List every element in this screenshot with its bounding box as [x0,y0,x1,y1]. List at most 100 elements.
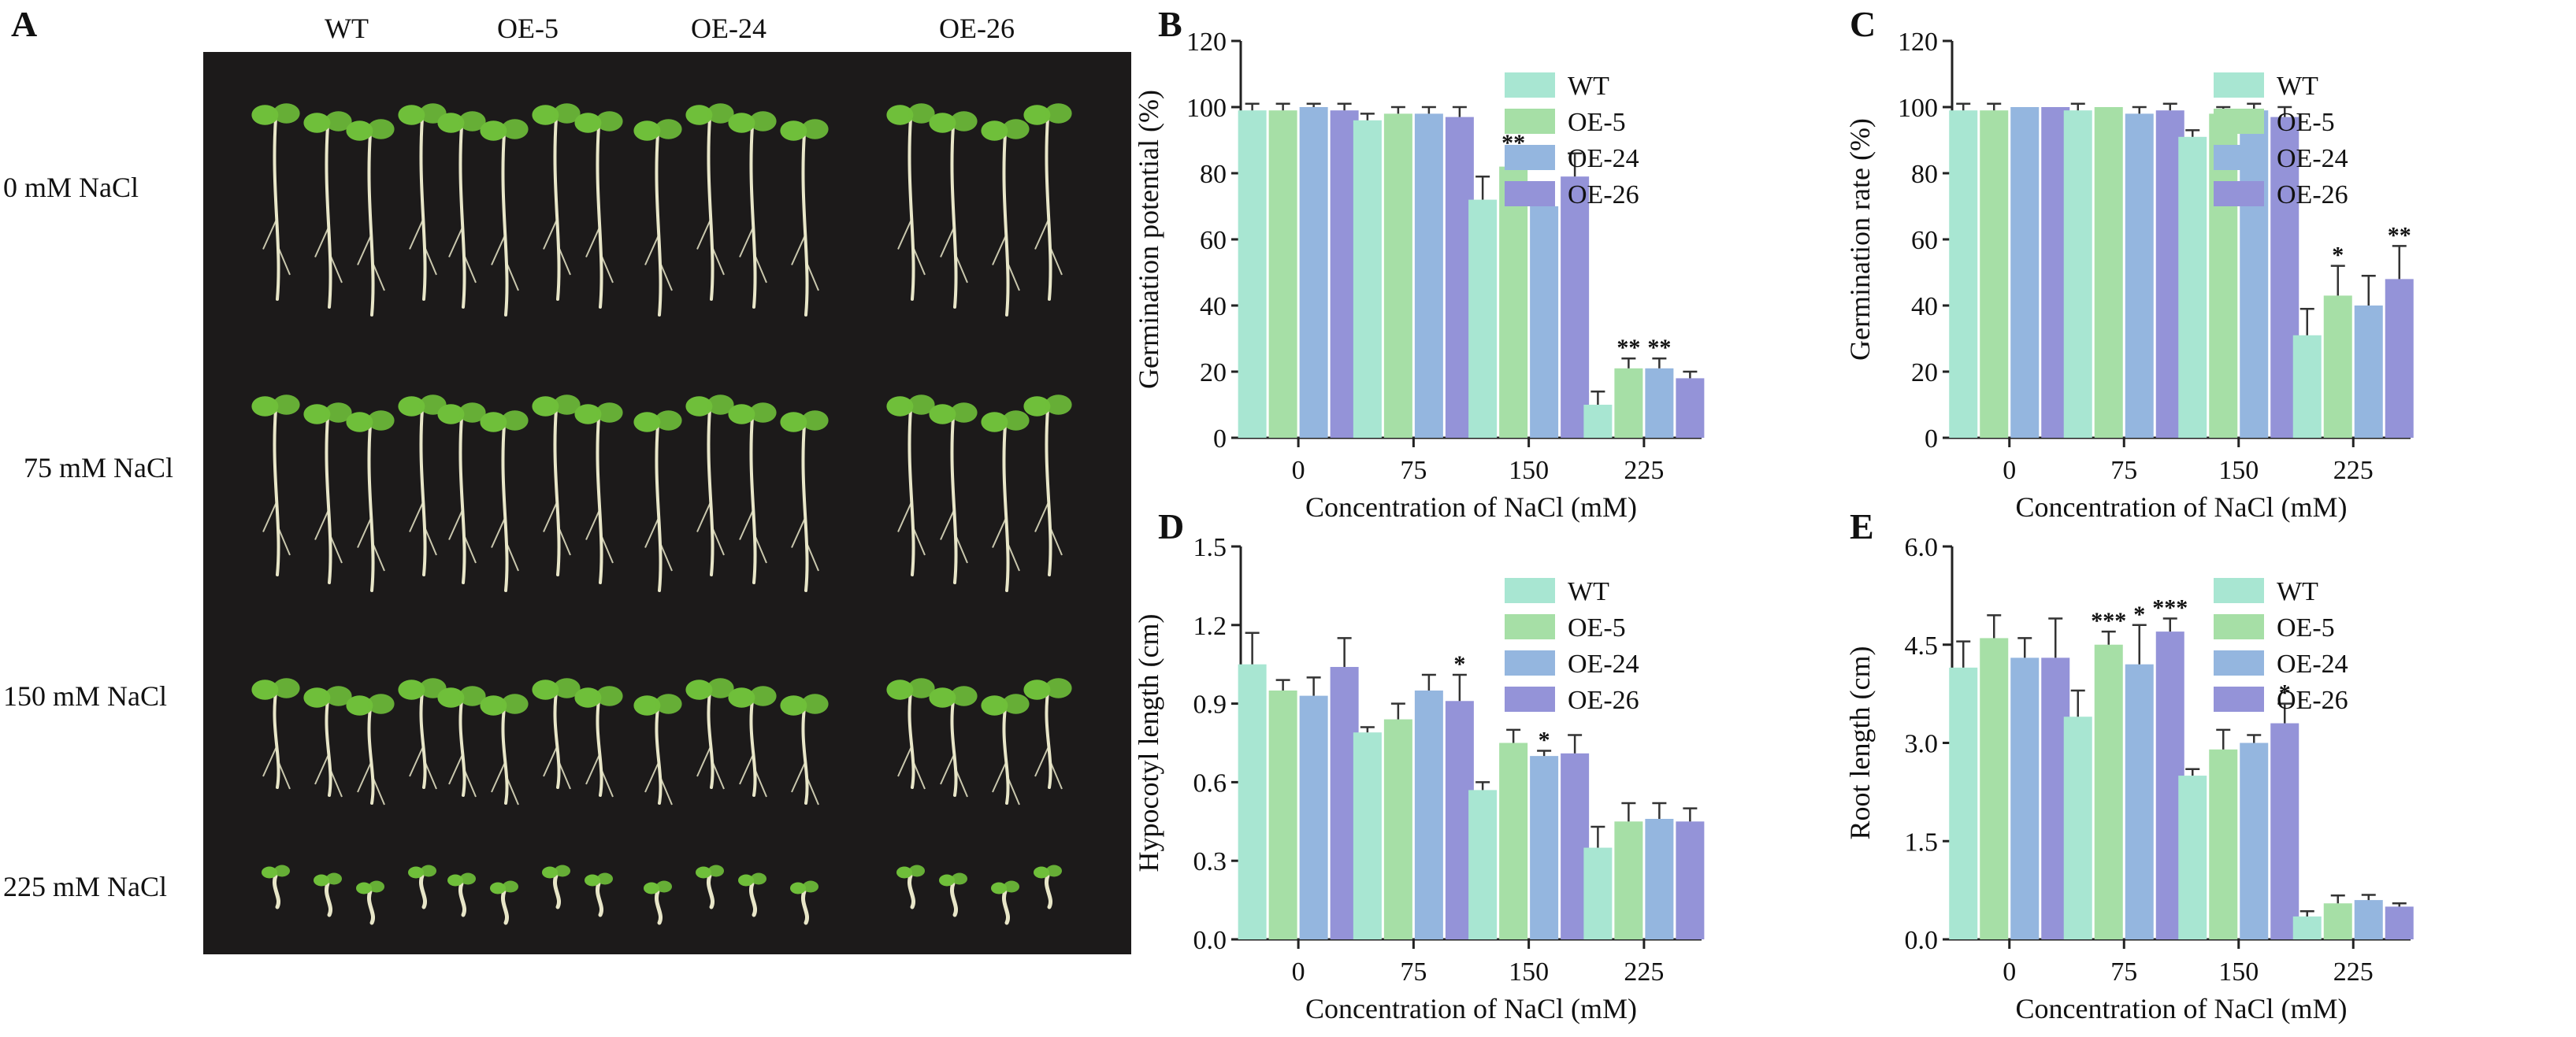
y-tick-label: 100 [1898,94,1938,123]
legend-label: OE-24 [1568,144,1639,173]
bar [1499,166,1528,438]
legend-swatch [1505,109,1555,134]
bar [2240,743,2269,939]
seedling [303,111,352,309]
y-axis-title: Germination rate (%) [1844,118,1876,361]
significance-label: * [2332,243,2344,269]
photo-panel: A WT OE-5 OE-24 OE-26 0 mM NaCl 75 mM Na… [3,4,1131,954]
panel-letter: D [1158,506,1184,546]
x-tick-label: 75 [2110,957,2137,987]
y-axis-title: Root length (cm) [1844,646,1876,840]
seedling [1023,394,1072,576]
significance-label: * [1453,651,1465,677]
seedling [574,402,623,584]
bar [1949,667,1978,939]
bar [2094,107,2123,438]
seedling [780,119,829,317]
bar [1561,176,1590,438]
legend-label: OE-26 [2277,180,2348,209]
legend-label: OE-26 [1568,180,1639,209]
y-tick-label: 120 [1898,28,1938,57]
y-tick-label: 40 [1911,292,1938,321]
seedling [480,694,529,806]
legend-label: WT [2277,577,2318,606]
seedling [346,410,395,592]
seedling [408,865,436,909]
panel-letter-a: A [11,4,37,44]
legend-label: OE-24 [1568,650,1639,679]
x-tick-label: 75 [1400,456,1427,485]
significance-label: * [2133,602,2145,628]
x-tick-label: 0 [1292,957,1305,987]
x-tick-label: 0 [1292,456,1305,485]
seedling [896,865,925,909]
seedling [738,872,766,917]
bar [1468,790,1498,939]
y-axis-title: Germination potential (%) [1133,90,1164,389]
bar [1676,821,1705,939]
bar [1530,206,1559,438]
bar [1299,695,1328,939]
bar [1383,719,1412,939]
seedling-photo-background [203,52,1131,954]
bar [1383,113,1412,438]
seedling [251,394,300,576]
seedling [981,410,1030,592]
seedling [728,111,777,309]
legend-swatch [1505,650,1555,676]
strain-label-wt: WT [325,13,369,44]
bar [1980,110,2009,438]
bar [2209,749,2238,939]
bar [1645,368,1674,438]
legend-label: OE-24 [2277,144,2348,173]
seedling [262,865,290,909]
seedling [981,119,1030,317]
seedling [542,865,570,909]
seedling [929,111,978,309]
bar [1299,107,1328,438]
bar [2354,900,2383,939]
legend-swatch [2214,578,2264,603]
seedling [303,686,352,798]
x-tick-label: 0 [2003,456,2016,485]
bar [1583,405,1613,438]
x-tick-label: 75 [2110,456,2137,485]
legend-swatch [1505,181,1555,206]
x-tick-label: 150 [1509,957,1549,987]
x-tick-label: 150 [2218,456,2259,485]
bar [2385,279,2414,438]
condition-label-75mm: 75 mM NaCl [24,452,173,483]
y-tick-label: 6.0 [1905,533,1939,562]
panel-letter: B [1158,4,1182,44]
bar [2178,136,2207,439]
seedling [886,394,935,576]
legend-label: OE-5 [1568,108,1626,137]
y-tick-label: 20 [1911,358,1938,387]
seedling [346,119,395,317]
x-axis-title: Concentration of NaCl (mM) [1305,993,1637,1024]
seedling [303,402,352,584]
bar [2323,295,2352,438]
y-tick-label: 1.5 [1905,828,1939,857]
bar [1645,818,1674,939]
seedling [696,865,724,909]
significance-label: ** [2388,222,2411,248]
bar [1414,690,1443,939]
x-axis-title: Concentration of NaCl (mM) [1305,491,1637,523]
y-axis-title: Hypocotyl length (cm) [1133,614,1164,872]
seedling [929,402,978,584]
seedling [728,402,777,584]
bar [2323,903,2352,939]
strain-label-oe5: OE-5 [497,13,559,44]
y-tick-label: 0.0 [1193,926,1227,955]
legend-swatch [1505,72,1555,98]
bar [2125,113,2154,438]
bar [1414,113,1443,438]
y-tick-label: 60 [1911,226,1938,255]
seedling [437,111,486,309]
seedling [685,394,734,576]
seedling [1023,678,1072,790]
bar [1583,847,1613,939]
